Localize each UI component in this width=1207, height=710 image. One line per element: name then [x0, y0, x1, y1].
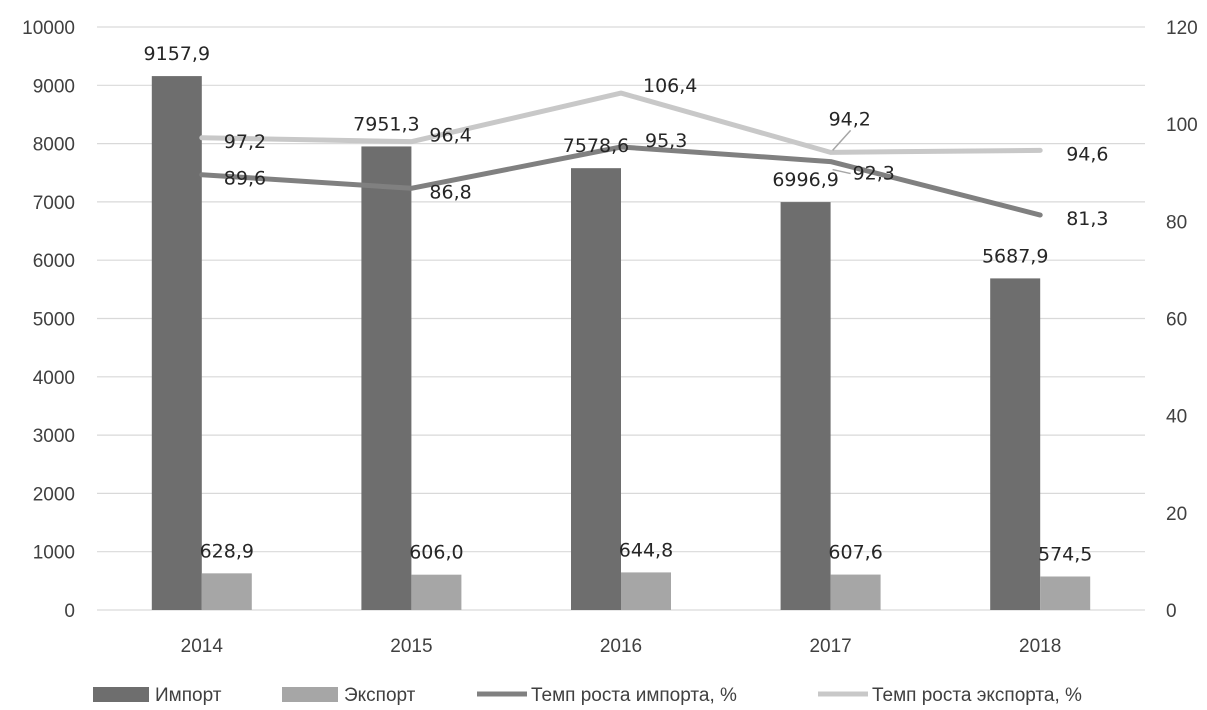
x-axis-tick-label: 2014	[181, 636, 224, 657]
legend-label: Импорт	[155, 685, 222, 706]
bar-import	[361, 146, 412, 610]
line-data-label: 97,2	[224, 131, 266, 153]
left-axis-tick-label: 8000	[33, 135, 75, 156]
right-axis-tick-label: 40	[1166, 407, 1187, 428]
x-axis-tick-label: 2017	[809, 636, 851, 657]
bar-data-label: 7951,3	[353, 113, 419, 135]
bar-data-label: 9157,9	[144, 43, 210, 65]
bar-data-label: 644,8	[619, 539, 673, 561]
left-axis-tick-label: 7000	[33, 193, 75, 214]
export-growth-line	[199, 90, 1043, 155]
legend-item-import-growth: Темп роста импорта, %	[477, 685, 737, 706]
right-axis-tick-label: 20	[1166, 504, 1187, 525]
line-data-label: 95,3	[645, 130, 687, 152]
left-axis-tick-label: 1000	[33, 543, 75, 564]
line-data-label: 92,3	[853, 163, 895, 185]
line-data-label: 94,6	[1066, 143, 1108, 165]
right-axis-tick-label: 100	[1166, 115, 1198, 136]
bar-import	[151, 76, 202, 611]
bar-export	[411, 574, 462, 610]
bar-data-label: 606,0	[409, 542, 463, 564]
left-axis-tick-label: 10000	[22, 18, 75, 39]
left-axis-tick-label: 6000	[33, 251, 75, 272]
right-axis-ticks: 0 20 40 60 80 100 120	[1166, 18, 1198, 622]
line-data-label: 86,8	[429, 181, 471, 203]
legend-label: Экспорт	[344, 685, 416, 706]
legend: Импорт Экспорт Темп роста импорта, % Темп р…	[93, 685, 1082, 706]
line-series	[199, 90, 1043, 218]
bar-data-label: 6996,9	[772, 169, 838, 191]
right-axis-tick-label: 0	[1166, 601, 1177, 622]
left-axis-tick-label: 2000	[33, 484, 75, 505]
x-axis-tick-label: 2016	[600, 636, 642, 657]
line-data-label: 89,6	[224, 168, 266, 190]
right-axis-tick-label: 60	[1166, 310, 1187, 331]
line-data-label: 81,3	[1066, 208, 1108, 230]
data-labels: 9157,9 7951,3 7578,6 6996,9 5687,9 628,9 606,0…	[144, 43, 1109, 565]
left-axis-tick-label: 9000	[33, 76, 75, 97]
legend-label: Темп роста экспорта, %	[872, 685, 1082, 706]
left-axis-tick-label: 3000	[33, 426, 75, 447]
right-axis-tick-label: 80	[1166, 212, 1187, 233]
line-data-label: 94,2	[829, 108, 871, 130]
leader-line	[832, 129, 852, 151]
bar-series	[151, 76, 1091, 611]
legend-item-export-growth: Темп роста экспорта, %	[818, 685, 1082, 706]
bar-import	[571, 168, 621, 611]
right-axis-tick-label: 120	[1166, 18, 1198, 39]
bar-export	[621, 572, 671, 610]
bar-export	[201, 573, 252, 610]
import-growth-line	[199, 144, 1043, 218]
legend-swatch	[93, 687, 149, 702]
bar-data-label: 628,9	[200, 540, 254, 562]
x-axis-ticks: 2014 2015 2016 2017 2018	[181, 636, 1062, 657]
legend-item-export: Экспорт	[282, 685, 416, 706]
bar-import	[990, 278, 1041, 610]
legend-swatch	[282, 687, 338, 702]
line-data-label: 96,4	[429, 125, 471, 147]
bar-data-label: 574,5	[1038, 544, 1092, 566]
line-data-label: 106,4	[643, 75, 697, 97]
x-axis-tick-label: 2015	[390, 636, 432, 657]
bar-import	[780, 202, 831, 610]
x-axis-tick-label: 2018	[1019, 636, 1061, 657]
legend-item-import: Импорт	[93, 685, 222, 706]
bar-data-label: 7578,6	[563, 135, 629, 157]
bar-data-label: 607,6	[828, 542, 882, 564]
bar-export	[1040, 576, 1091, 610]
leader-line	[832, 168, 851, 175]
bar-data-label: 5687,9	[982, 245, 1048, 267]
legend-label: Темп роста импорта, %	[531, 685, 737, 706]
left-axis-tick-label: 5000	[33, 310, 75, 331]
left-axis-ticks: 0 1000 2000 3000 4000 5000 6000 7000 8000 9000 100…	[22, 18, 75, 622]
bar-export	[830, 574, 881, 610]
left-axis-tick-label: 0	[64, 601, 75, 622]
left-axis-tick-label: 4000	[33, 368, 75, 389]
